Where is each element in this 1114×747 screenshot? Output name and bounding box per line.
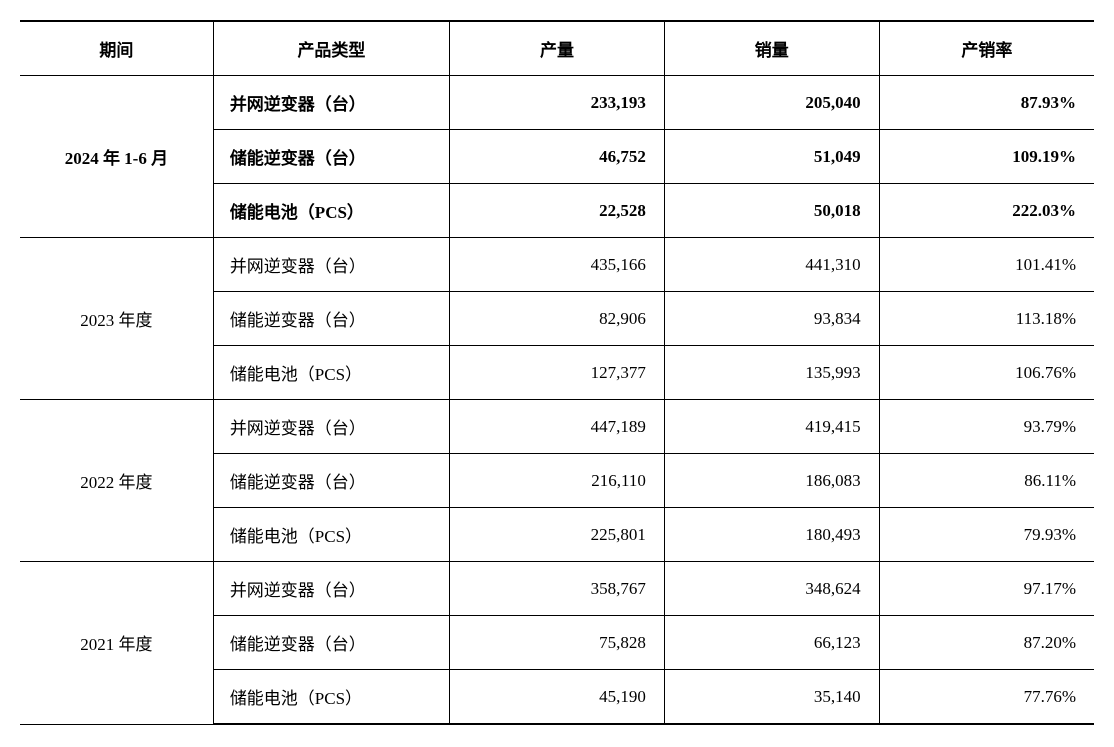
ratio-cell: 93.79% [879,400,1094,454]
product-cell: 储能逆变器（台） [213,454,449,508]
product-cell: 储能逆变器（台） [213,292,449,346]
production-cell: 75,828 [450,616,665,670]
product-cell: 储能电池（PCS） [213,346,449,400]
header-period: 期间 [20,21,213,76]
production-cell: 45,190 [450,670,665,725]
ratio-cell: 222.03% [879,184,1094,238]
product-cell: 并网逆变器（台） [213,400,449,454]
ratio-cell: 97.17% [879,562,1094,616]
table-header-row: 期间 产品类型 产量 销量 产销率 [20,21,1094,76]
header-sales: 销量 [664,21,879,76]
product-cell: 并网逆变器（台） [213,562,449,616]
sales-cell: 205,040 [664,76,879,130]
sales-cell: 50,018 [664,184,879,238]
sales-cell: 51,049 [664,130,879,184]
ratio-cell: 109.19% [879,130,1094,184]
header-ratio: 产销率 [879,21,1094,76]
sales-cell: 441,310 [664,238,879,292]
period-cell: 2024 年 1-6 月 [20,76,213,238]
period-cell: 2022 年度 [20,400,213,562]
product-cell: 储能电池（PCS） [213,508,449,562]
production-sales-table: 期间 产品类型 产量 销量 产销率 2024 年 1-6 月 并网逆变器（台） … [20,20,1094,725]
ratio-cell: 86.11% [879,454,1094,508]
table-row: 2023 年度 并网逆变器（台） 435,166 441,310 101.41% [20,238,1094,292]
sales-cell: 180,493 [664,508,879,562]
table-row: 2022 年度 并网逆变器（台） 447,189 419,415 93.79% [20,400,1094,454]
production-cell: 216,110 [450,454,665,508]
sales-cell: 35,140 [664,670,879,725]
production-cell: 82,906 [450,292,665,346]
ratio-cell: 77.76% [879,670,1094,725]
production-cell: 435,166 [450,238,665,292]
ratio-cell: 101.41% [879,238,1094,292]
ratio-cell: 87.93% [879,76,1094,130]
table-row: 2021 年度 并网逆变器（台） 358,767 348,624 97.17% [20,562,1094,616]
period-cell: 2021 年度 [20,562,213,725]
sales-cell: 135,993 [664,346,879,400]
production-cell: 233,193 [450,76,665,130]
sales-cell: 186,083 [664,454,879,508]
production-cell: 127,377 [450,346,665,400]
ratio-cell: 106.76% [879,346,1094,400]
sales-cell: 66,123 [664,616,879,670]
production-cell: 46,752 [450,130,665,184]
period-cell: 2023 年度 [20,238,213,400]
production-cell: 22,528 [450,184,665,238]
sales-cell: 348,624 [664,562,879,616]
ratio-cell: 79.93% [879,508,1094,562]
table-body: 2024 年 1-6 月 并网逆变器（台） 233,193 205,040 87… [20,76,1094,725]
product-cell: 并网逆变器（台） [213,76,449,130]
product-cell: 储能逆变器（台） [213,130,449,184]
table-row: 2024 年 1-6 月 并网逆变器（台） 233,193 205,040 87… [20,76,1094,130]
product-cell: 储能逆变器（台） [213,616,449,670]
ratio-cell: 87.20% [879,616,1094,670]
production-cell: 225,801 [450,508,665,562]
product-cell: 储能电池（PCS） [213,670,449,725]
header-product-type: 产品类型 [213,21,449,76]
ratio-cell: 113.18% [879,292,1094,346]
sales-cell: 419,415 [664,400,879,454]
product-cell: 储能电池（PCS） [213,184,449,238]
production-cell: 358,767 [450,562,665,616]
sales-cell: 93,834 [664,292,879,346]
product-cell: 并网逆变器（台） [213,238,449,292]
production-cell: 447,189 [450,400,665,454]
header-production: 产量 [450,21,665,76]
